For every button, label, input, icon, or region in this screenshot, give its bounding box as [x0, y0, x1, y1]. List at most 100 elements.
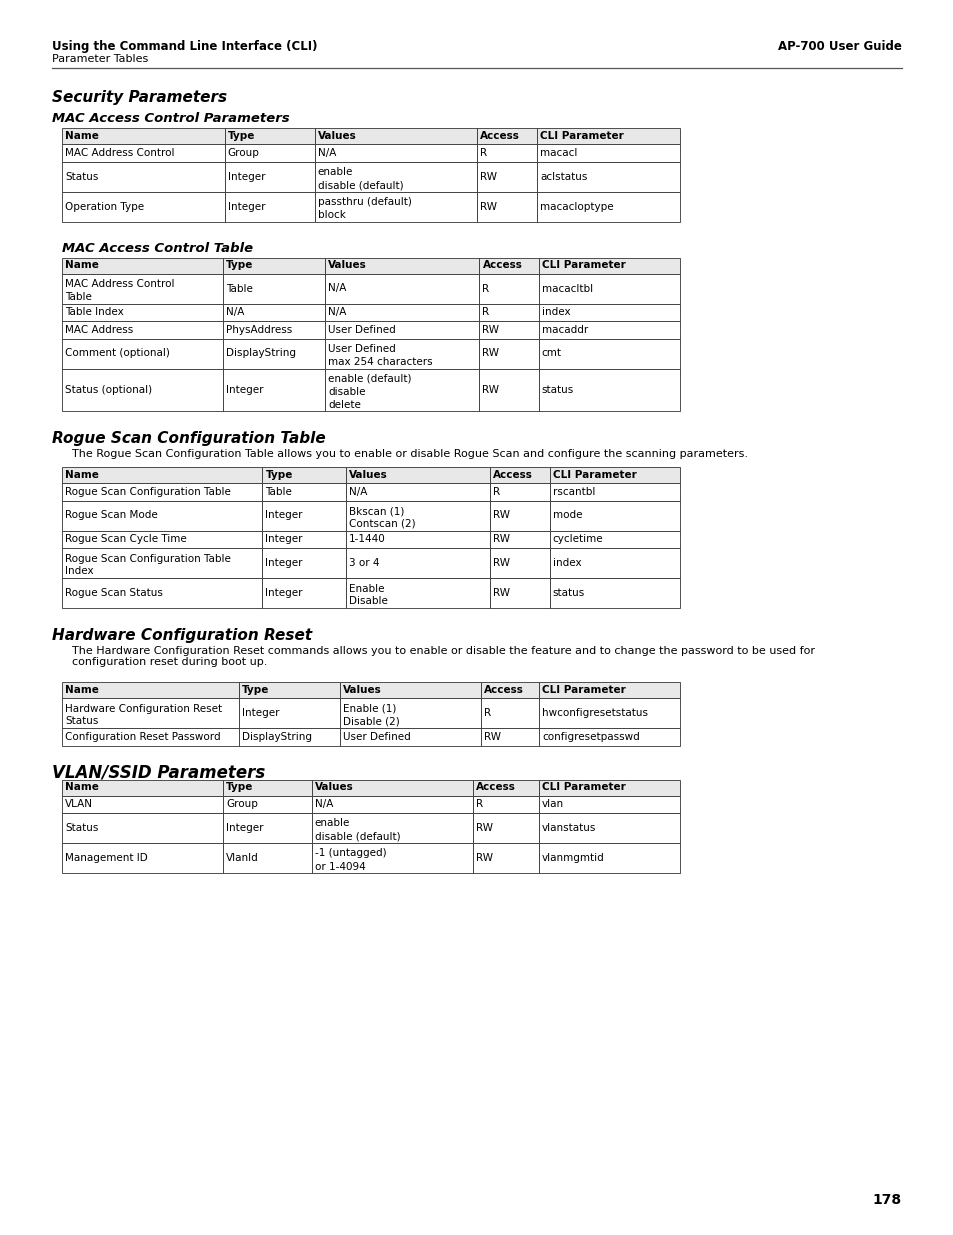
Bar: [538, 813, 679, 844]
Bar: [225, 191, 314, 221]
Text: Rogue Scan Cycle Time: Rogue Scan Cycle Time: [65, 535, 187, 545]
Text: disable (default): disable (default): [314, 831, 400, 841]
Bar: [538, 844, 679, 873]
Bar: [62, 548, 262, 578]
Text: CLI Parameter: CLI Parameter: [552, 471, 636, 480]
Text: RW: RW: [476, 853, 493, 863]
Bar: [62, 531, 262, 548]
Text: RW: RW: [482, 385, 499, 395]
Text: configuration reset during boot up.: configuration reset during boot up.: [71, 657, 267, 667]
Text: CLI Parameter: CLI Parameter: [539, 131, 623, 141]
Text: rscantbl: rscantbl: [552, 487, 595, 496]
Text: N/A: N/A: [349, 487, 367, 496]
Bar: [549, 500, 679, 531]
Text: mode: mode: [552, 510, 581, 520]
Bar: [325, 304, 479, 321]
Bar: [538, 258, 679, 273]
Text: Integer: Integer: [265, 558, 303, 568]
Text: macaddr: macaddr: [541, 325, 587, 335]
Bar: [62, 258, 223, 273]
Text: RW: RW: [492, 510, 509, 520]
Bar: [62, 483, 262, 500]
Text: User Defined: User Defined: [328, 345, 395, 354]
Bar: [238, 682, 339, 698]
Text: CLI Parameter: CLI Parameter: [541, 783, 625, 793]
Bar: [325, 273, 479, 304]
Bar: [223, 813, 312, 844]
Bar: [346, 500, 489, 531]
Text: Status: Status: [65, 716, 98, 726]
Bar: [473, 813, 538, 844]
Text: User Defined: User Defined: [328, 325, 395, 335]
Text: delete: delete: [328, 400, 360, 410]
Text: DisplayString: DisplayString: [241, 732, 312, 742]
Text: Access: Access: [483, 685, 523, 695]
Text: Table: Table: [265, 487, 292, 496]
Bar: [62, 500, 262, 531]
Bar: [346, 578, 489, 608]
Text: 1-1440: 1-1440: [349, 535, 385, 545]
Text: Comment (optional): Comment (optional): [65, 348, 170, 358]
Text: RW: RW: [476, 823, 493, 832]
Bar: [312, 795, 473, 813]
Text: disable (default): disable (default): [317, 180, 403, 190]
Text: Name: Name: [65, 471, 99, 480]
Text: Rogue Scan Mode: Rogue Scan Mode: [65, 510, 157, 520]
Text: RW: RW: [482, 348, 499, 358]
Text: Type: Type: [226, 783, 253, 793]
Bar: [223, 779, 312, 795]
Text: index: index: [541, 308, 570, 317]
Text: Status: Status: [65, 172, 98, 182]
Text: Integer: Integer: [226, 823, 263, 832]
Text: macacl: macacl: [539, 148, 577, 158]
Bar: [346, 548, 489, 578]
Text: RW: RW: [492, 535, 509, 545]
Text: Table: Table: [65, 291, 91, 303]
Bar: [538, 682, 679, 698]
Text: or 1-4094: or 1-4094: [314, 862, 365, 872]
Text: Disable (2): Disable (2): [342, 716, 399, 726]
Text: Name: Name: [65, 783, 99, 793]
Bar: [489, 467, 549, 483]
Text: N/A: N/A: [328, 284, 346, 294]
Bar: [489, 531, 549, 548]
Text: VlanId: VlanId: [226, 853, 258, 863]
Text: MAC Address Control: MAC Address Control: [65, 148, 174, 158]
Text: N/A: N/A: [226, 308, 244, 317]
Text: -1 (untagged): -1 (untagged): [314, 848, 386, 858]
Bar: [549, 548, 679, 578]
Text: enable: enable: [317, 167, 353, 177]
Text: Name: Name: [65, 685, 99, 695]
Text: Integer: Integer: [228, 172, 265, 182]
Bar: [62, 727, 238, 746]
Bar: [223, 844, 312, 873]
Bar: [538, 321, 679, 338]
Bar: [238, 698, 339, 727]
Bar: [479, 338, 538, 368]
Bar: [262, 531, 346, 548]
Text: Integer: Integer: [265, 588, 303, 598]
Bar: [62, 144, 225, 162]
Text: Values: Values: [349, 471, 387, 480]
Bar: [262, 548, 346, 578]
Bar: [479, 321, 538, 338]
Text: Rogue Scan Configuration Table: Rogue Scan Configuration Table: [65, 487, 231, 496]
Text: Status: Status: [65, 823, 98, 832]
Text: vlanmgmtid: vlanmgmtid: [541, 853, 604, 863]
Bar: [325, 258, 479, 273]
Bar: [62, 578, 262, 608]
Text: MAC Access Control Parameters: MAC Access Control Parameters: [52, 112, 290, 125]
Bar: [223, 368, 325, 411]
Bar: [549, 578, 679, 608]
Bar: [62, 304, 223, 321]
Text: RW: RW: [482, 325, 499, 335]
Text: status: status: [541, 385, 574, 395]
Text: RW: RW: [479, 201, 497, 211]
Bar: [549, 467, 679, 483]
Bar: [62, 128, 225, 144]
Text: MAC Access Control Table: MAC Access Control Table: [62, 242, 253, 254]
Bar: [325, 321, 479, 338]
Bar: [62, 191, 225, 221]
Text: Integer: Integer: [228, 201, 265, 211]
Bar: [489, 578, 549, 608]
